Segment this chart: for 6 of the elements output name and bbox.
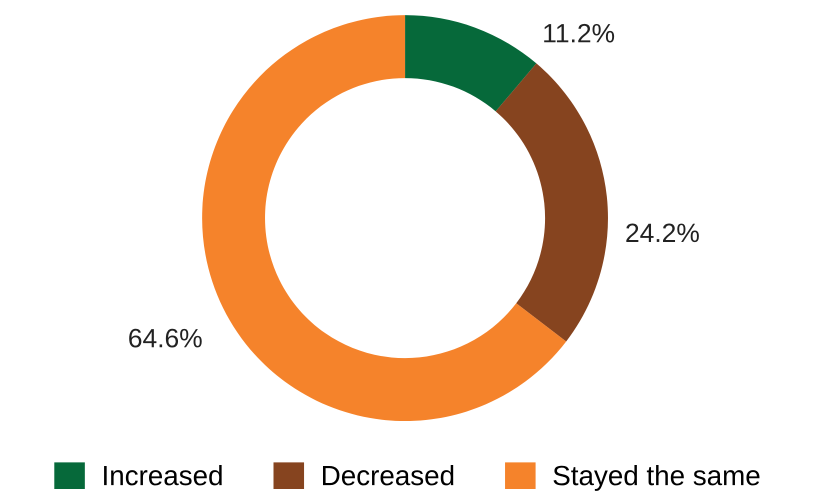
data-label: 64.6% [129,328,202,348]
legend-label: Increased [104,464,222,486]
data-label: 11.2% [544,24,614,42]
legend-label: Decreased [322,464,454,486]
legend-label: Stayed the same [554,464,760,491]
data-label: 24.2% [626,224,699,242]
